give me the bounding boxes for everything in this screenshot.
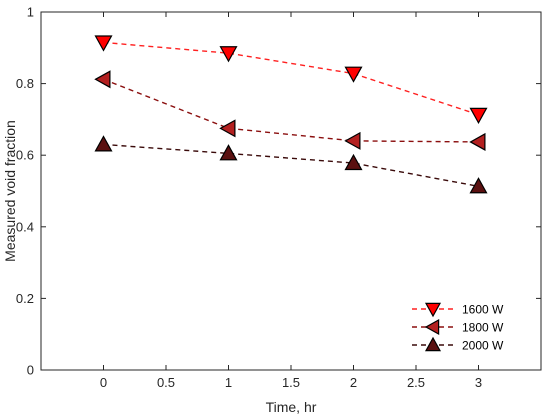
data-point xyxy=(219,119,236,138)
y-tick-label: 0.4 xyxy=(16,219,34,234)
x-axis-label: Time, hr xyxy=(266,399,317,415)
legend-item: 1600 W xyxy=(412,302,504,318)
series-2 xyxy=(94,135,488,194)
x-tick-label: 2.5 xyxy=(407,375,425,390)
legend-item: 1800 W xyxy=(412,318,504,336)
data-point xyxy=(94,135,113,152)
data-point xyxy=(219,46,238,63)
series-line xyxy=(103,78,479,143)
x-tick-label: 0 xyxy=(100,375,107,390)
data-point xyxy=(94,70,111,89)
x-tick-label: 1.5 xyxy=(282,375,300,390)
legend-item: 2000 W xyxy=(412,336,504,353)
plot-area xyxy=(40,11,542,371)
series-0 xyxy=(94,35,488,124)
legend-marker xyxy=(424,336,442,352)
series-line xyxy=(103,41,479,116)
y-tick-label: 1 xyxy=(27,5,34,20)
data-point xyxy=(344,153,363,171)
legend-label: 1600 W xyxy=(462,303,504,317)
x-tick-label: 2 xyxy=(350,375,357,390)
y-tick-label: 0.2 xyxy=(16,291,34,306)
y-axis-label: Measured void fraction xyxy=(2,120,18,262)
data-point xyxy=(94,35,113,52)
x-tick-label: 0.5 xyxy=(157,375,175,390)
series-1 xyxy=(94,70,486,151)
x-tick-label: 1 xyxy=(225,375,232,390)
y-tick-label: 0.8 xyxy=(16,76,34,91)
data-point xyxy=(469,177,488,194)
y-tick-label: 0.6 xyxy=(16,148,34,163)
y-tick-label: 0 xyxy=(27,363,34,378)
x-axis: 0 0.5 1 1.5 2 2.5 3 xyxy=(100,12,482,390)
data-point xyxy=(344,131,361,150)
x-tick-label: 3 xyxy=(475,375,482,390)
data-point xyxy=(219,144,238,161)
data-point xyxy=(469,132,486,151)
legend-label: 1800 W xyxy=(462,321,504,335)
legend-marker xyxy=(424,318,440,336)
data-point xyxy=(469,107,488,124)
legend: 1600 W 1800 W 2000 W xyxy=(412,303,504,353)
series-layer xyxy=(94,35,488,194)
y-axis: 0 0.2 0.4 0.6 0.8 1 xyxy=(16,5,541,378)
legend-marker xyxy=(424,302,442,318)
data-point xyxy=(344,66,363,83)
legend-label: 2000 W xyxy=(462,339,504,353)
